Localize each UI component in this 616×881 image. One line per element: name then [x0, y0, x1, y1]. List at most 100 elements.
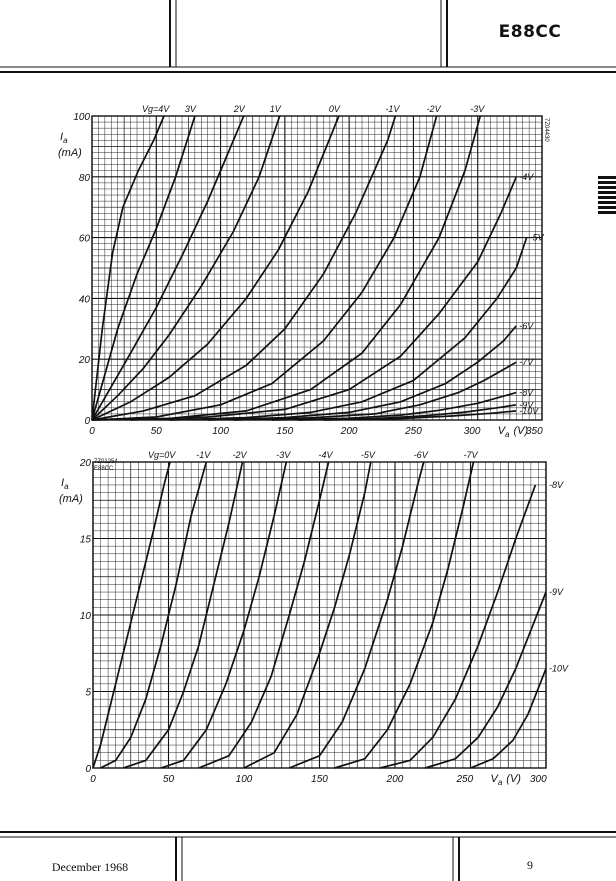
curve-label: -8V	[519, 388, 534, 398]
x-tick-label: 100	[212, 426, 229, 437]
curve-Vg4V	[91, 115, 165, 421]
x-tick-label: 50	[151, 426, 163, 437]
x-tick-label: 150	[311, 774, 328, 785]
y-tick-label: 60	[79, 234, 91, 245]
y-tick-label: 5	[85, 688, 91, 699]
curve--7V	[233, 361, 517, 421]
x-axis-label: Va (V)	[498, 425, 529, 439]
curve-label: -5V	[361, 450, 376, 460]
curve--1V	[100, 461, 208, 769]
y-axis-label: Ia	[61, 477, 69, 491]
curve-label: Vg=0V	[148, 450, 176, 460]
curve-label: -4V	[319, 450, 334, 460]
x-tick-label: 350	[526, 426, 543, 437]
y-tick-label: 15	[80, 535, 92, 546]
curve-label: -6V	[519, 321, 534, 331]
x-tick-label: 100	[236, 774, 253, 785]
x-tick-label: 300	[530, 774, 547, 785]
curve--3V	[91, 115, 482, 421]
curve--2V	[122, 461, 244, 769]
header-rules	[0, 0, 616, 73]
curve--10V	[323, 410, 517, 421]
curve-label: -2V	[232, 450, 247, 460]
curve--10V	[470, 668, 547, 769]
curve--7V	[334, 461, 475, 769]
curve--8V	[379, 484, 537, 769]
y-tick-label: 100	[73, 112, 90, 123]
chart-bottom: 0 50 100 150 200 250 300 0 5 10 15 20 Va (V) Ia (mA) 7Z0…	[59, 450, 569, 787]
x-tick-label: 250	[404, 426, 422, 437]
curve-label: -8V	[549, 480, 564, 490]
footer-page-number: 9	[527, 858, 533, 872]
curve-label: -3V	[276, 450, 291, 460]
curve-label: -10V	[519, 406, 539, 416]
curve-label: -7V	[519, 357, 534, 367]
x-axis-label-sub: a	[505, 430, 510, 439]
y-tick-label: 20	[78, 355, 91, 366]
curve-3V	[91, 115, 196, 421]
curve-label: 2V	[233, 104, 246, 114]
curve--6V	[288, 461, 425, 769]
curve-label: -7V	[464, 450, 479, 460]
curve--1V	[91, 115, 397, 421]
curve-label: -4V	[519, 172, 534, 182]
y-tick-label: 20	[79, 458, 92, 469]
y-tick-label: 0	[84, 416, 90, 427]
curve-label: 0V	[329, 104, 341, 114]
curve-1V	[91, 115, 281, 421]
curve--6V	[207, 325, 517, 421]
curve-label: 3V	[185, 104, 197, 114]
x-tick-label: 300	[464, 426, 481, 437]
curve-label: 1V	[270, 104, 282, 114]
curve-label: -1V	[196, 450, 211, 460]
x-tick-label: 200	[340, 426, 358, 437]
grid	[91, 115, 543, 421]
chart-code: 7Z04430	[543, 118, 549, 142]
curve--4V	[198, 461, 330, 769]
curve--3V	[160, 461, 288, 769]
y-axis-label-sub: a	[64, 482, 69, 491]
curve-label: Vg=4V	[142, 104, 170, 114]
x-tick-label: 250	[456, 774, 474, 785]
chart-tube-label: E88CC	[94, 466, 114, 472]
x-axis-label: Va (V)	[491, 773, 522, 787]
curve--2V	[91, 115, 438, 421]
y-axis-label-unit: (mA)	[58, 147, 82, 159]
curve-label: -2V	[427, 104, 442, 114]
curve-2V	[91, 115, 245, 421]
x-tick-label: 200	[386, 774, 404, 785]
chart-code: 7Z01254	[94, 459, 118, 465]
x-tick-label: 150	[277, 426, 294, 437]
y-axis-label-unit: (mA)	[59, 493, 83, 505]
y-tick-label: 80	[79, 173, 91, 184]
curve-0V	[91, 115, 340, 421]
page-title: E88CC	[498, 22, 562, 42]
x-tick-label: 0	[89, 426, 95, 437]
y-tick-label: 10	[80, 611, 92, 622]
curve-label: -9V	[519, 400, 534, 410]
x-tick-label: 0	[90, 774, 96, 785]
x-axis-label-unit: (V)	[506, 773, 521, 785]
thumb-index-mark	[598, 176, 616, 214]
curve--5V	[169, 237, 528, 421]
curve-Vg0V	[92, 461, 171, 769]
y-tick-label: 0	[85, 764, 91, 775]
footer-date: December 1968	[51, 860, 129, 874]
y-tick-label: 40	[79, 294, 91, 305]
curve-label: -3V	[470, 104, 485, 114]
x-axis-label-sub: a	[498, 778, 503, 787]
y-axis-label: Ia	[60, 131, 68, 145]
x-tick-label: 50	[163, 774, 175, 785]
y-axis-label-sub: a	[63, 136, 68, 145]
curve--4V	[130, 176, 518, 421]
curve-label: -5V	[530, 233, 545, 243]
x-axis-label-unit: (V)	[514, 425, 529, 437]
curve-label: -10V	[549, 664, 569, 674]
footer-rules	[0, 831, 616, 881]
curve-label: -6V	[414, 450, 429, 460]
curve--5V	[243, 461, 372, 769]
curve-label: -1V	[385, 104, 400, 114]
grid	[92, 461, 547, 769]
